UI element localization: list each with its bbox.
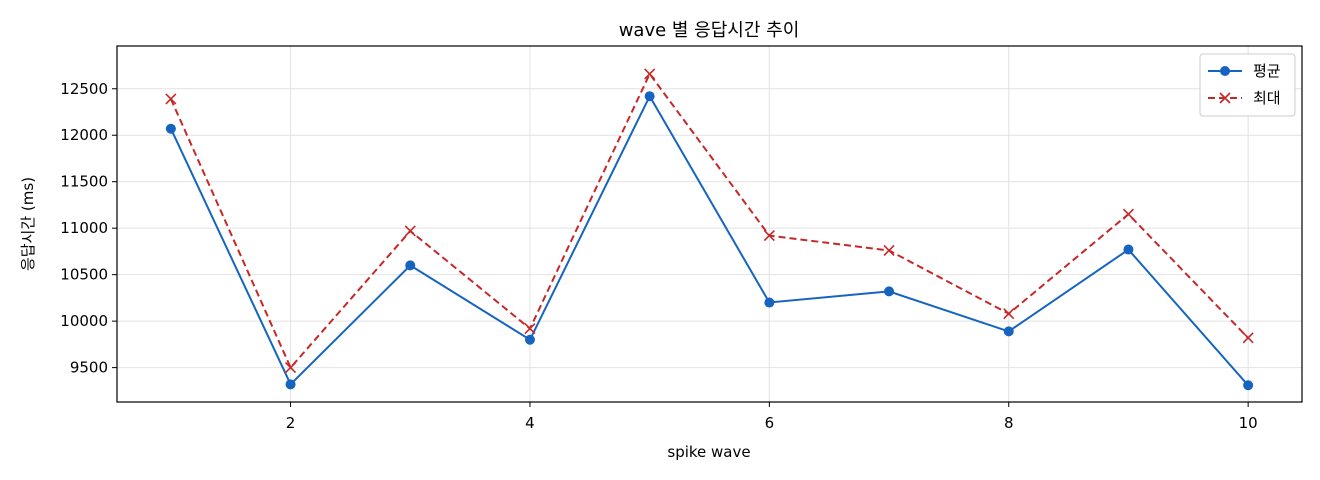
chart-title: wave 별 응답시간 추이 <box>619 20 800 41</box>
data-point <box>764 297 775 308</box>
data-point <box>644 68 656 80</box>
data-point <box>284 362 297 374</box>
plot-frame <box>116 45 1303 403</box>
data-point <box>1123 244 1134 255</box>
series-line <box>169 71 1249 370</box>
y-axis-label: 응답시간 (ms) <box>19 177 37 271</box>
y-axis: 9500 10000 10500 11000 11500 12000 12500 <box>60 80 117 377</box>
x-tick-label: 8 <box>1004 414 1014 432</box>
x-tick-label: 4 <box>525 414 535 432</box>
x-axis-label: spike wave <box>667 443 750 461</box>
legend-marker <box>1219 92 1231 104</box>
legend-label: 평균 <box>1253 62 1281 80</box>
data-point <box>524 334 535 345</box>
x-axis: 2 4 6 8 10 <box>286 402 1258 432</box>
legend-marker <box>1220 66 1230 76</box>
data-point <box>1003 326 1014 337</box>
grid <box>117 46 1302 402</box>
series-0 <box>165 91 1254 391</box>
x-tick-label: 10 <box>1239 414 1258 432</box>
y-tick-label: 10000 <box>60 312 108 330</box>
data-point <box>763 230 775 242</box>
x-tick-label: 2 <box>286 414 296 432</box>
data-point <box>884 286 895 297</box>
data-point <box>404 225 416 237</box>
data-point <box>1242 332 1254 344</box>
y-tick-label: 10500 <box>60 266 108 284</box>
data-point <box>1122 208 1135 220</box>
y-tick-label: 12000 <box>60 126 108 144</box>
data-point <box>285 379 296 390</box>
y-tick-label: 9500 <box>70 359 108 377</box>
y-tick-label: 11500 <box>60 173 108 191</box>
data-point <box>1243 380 1254 391</box>
data-point <box>524 323 536 335</box>
data-point <box>165 93 177 105</box>
y-tick-label: 11000 <box>60 219 108 237</box>
data-point <box>405 260 416 271</box>
data-point <box>644 91 655 102</box>
series-1 <box>165 68 1254 374</box>
series-layer <box>165 68 1254 391</box>
series-line <box>169 94 1249 387</box>
data-point <box>1003 308 1015 320</box>
data-point <box>165 123 176 134</box>
legend-label: 최대 <box>1253 89 1281 107</box>
data-point <box>883 244 895 257</box>
legend-box <box>1199 53 1296 117</box>
y-tick-label: 12500 <box>60 80 108 98</box>
x-tick-label: 6 <box>765 414 775 432</box>
